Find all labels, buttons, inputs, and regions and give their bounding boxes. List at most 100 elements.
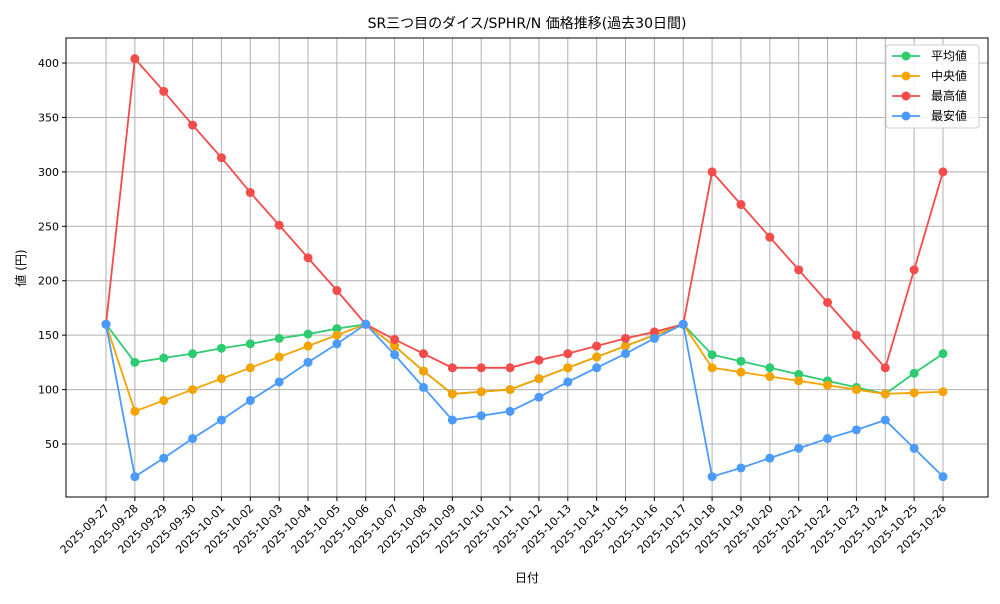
legend-box	[885, 44, 980, 129]
series-2	[101, 54, 948, 373]
data-point	[851, 385, 861, 395]
data-point	[390, 350, 400, 360]
y-tick-label: 250	[38, 220, 59, 233]
data-point	[823, 434, 833, 444]
data-point	[765, 363, 775, 373]
data-point	[938, 167, 948, 177]
data-point	[390, 335, 400, 345]
data-point	[418, 366, 428, 376]
data-point	[823, 380, 833, 390]
data-point	[447, 363, 457, 373]
data-point	[794, 265, 804, 275]
data-point	[245, 339, 255, 349]
data-point	[447, 415, 457, 425]
data-point	[534, 392, 544, 402]
data-point	[592, 352, 602, 362]
data-point	[505, 406, 515, 416]
data-point	[303, 341, 313, 351]
data-point	[621, 349, 631, 359]
data-point	[274, 333, 284, 343]
series-group	[101, 54, 948, 482]
x-axis: 2025-09-272025-09-282025-09-292025-09-30…	[58, 497, 949, 556]
data-point	[563, 377, 573, 387]
data-point	[274, 220, 284, 230]
y-tick-label: 300	[38, 166, 59, 179]
data-point	[909, 388, 919, 398]
data-point	[476, 411, 486, 421]
legend-label: 最安値	[931, 108, 967, 123]
data-point	[563, 363, 573, 373]
y-tick-label: 150	[38, 329, 59, 342]
chart-title: SR三つ目のダイス/SPHR/N 価格推移(過去30日間)	[368, 16, 687, 32]
data-point	[707, 472, 717, 482]
data-point	[909, 368, 919, 378]
data-point	[592, 363, 602, 373]
data-point	[823, 297, 833, 307]
data-point	[851, 425, 861, 435]
data-point	[216, 343, 226, 353]
data-point	[563, 349, 573, 359]
data-point	[909, 443, 919, 453]
data-point	[216, 153, 226, 163]
data-point	[130, 357, 140, 367]
series-3	[101, 319, 948, 482]
y-axis-label: 値 (円)	[13, 249, 28, 286]
data-point	[274, 377, 284, 387]
data-point	[303, 329, 313, 339]
data-point	[130, 406, 140, 416]
data-point	[390, 341, 400, 351]
series-line	[105, 322, 944, 479]
data-point	[216, 415, 226, 425]
data-point	[765, 453, 775, 463]
data-point	[794, 369, 804, 379]
data-point	[794, 443, 804, 453]
data-point	[188, 349, 198, 359]
y-tick-label: 350	[38, 111, 59, 124]
series-1	[101, 319, 948, 416]
data-point	[418, 382, 428, 392]
data-point	[707, 350, 717, 360]
data-point	[534, 374, 544, 384]
data-point	[332, 324, 342, 334]
data-point	[880, 415, 890, 425]
data-point	[332, 330, 342, 340]
legend-label: 中央値	[931, 68, 967, 83]
data-point	[159, 353, 169, 363]
data-point	[159, 453, 169, 463]
series-line	[105, 323, 944, 413]
grid	[66, 38, 988, 497]
data-point	[736, 367, 746, 377]
data-point	[274, 352, 284, 362]
data-point	[245, 363, 255, 373]
data-point	[851, 330, 861, 340]
data-point	[130, 472, 140, 482]
data-point	[909, 265, 919, 275]
y-axis: 50 100 150 200 250 300 350 400	[38, 57, 66, 451]
data-point	[649, 333, 659, 343]
series-0	[101, 319, 948, 399]
data-point	[101, 319, 111, 329]
data-point	[621, 341, 631, 351]
data-point	[765, 232, 775, 242]
y-tick-label: 100	[38, 384, 59, 397]
plot-frame	[65, 37, 989, 498]
data-point	[188, 120, 198, 130]
legend-marker	[901, 91, 911, 101]
data-point	[447, 389, 457, 399]
data-point	[476, 387, 486, 397]
data-point	[505, 363, 515, 373]
data-point	[736, 200, 746, 210]
data-point	[794, 376, 804, 386]
data-point	[159, 395, 169, 405]
data-point	[880, 363, 890, 373]
data-point	[621, 333, 631, 343]
data-point	[505, 385, 515, 395]
legend-marker	[901, 51, 911, 61]
data-point	[649, 327, 659, 337]
data-point	[418, 349, 428, 359]
legend-marker	[901, 111, 911, 121]
data-point	[245, 395, 255, 405]
data-point	[736, 463, 746, 473]
